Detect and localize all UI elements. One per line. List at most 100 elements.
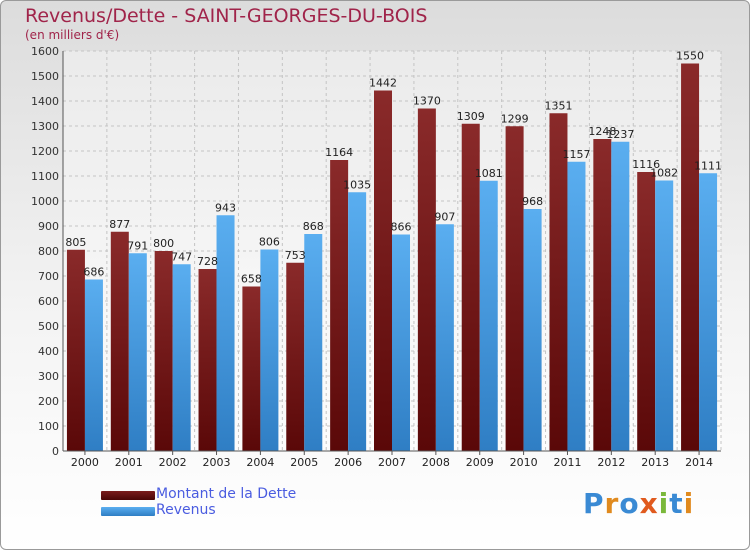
bar-dette bbox=[505, 126, 524, 451]
legend-label-dette: Montant de la Dette bbox=[156, 486, 297, 502]
bar-dette bbox=[242, 286, 261, 451]
bar-revenus bbox=[84, 279, 103, 451]
bar-dette bbox=[110, 231, 129, 451]
y-tick-label: 1500 bbox=[31, 70, 59, 83]
bar-revenus bbox=[392, 234, 410, 451]
y-tick-label: 700 bbox=[38, 270, 59, 283]
y-tick-label: 500 bbox=[38, 320, 59, 333]
logo-letter: i bbox=[683, 487, 695, 520]
data-label: 868 bbox=[303, 220, 324, 233]
bar-dette bbox=[154, 251, 173, 451]
bar-revenus bbox=[611, 141, 630, 451]
bar-dette bbox=[417, 108, 436, 451]
x-tick-label: 2001 bbox=[115, 456, 143, 469]
data-label: 1237 bbox=[606, 128, 634, 141]
bar-revenus bbox=[523, 209, 542, 451]
bar-revenus bbox=[655, 180, 674, 451]
bar-dette bbox=[681, 63, 700, 451]
bar-revenus bbox=[479, 180, 498, 451]
chart-subtitle: (en milliers d'€) bbox=[25, 28, 120, 42]
y-tick-label: 1300 bbox=[31, 120, 59, 133]
data-label: 1442 bbox=[369, 77, 397, 90]
bar-dette bbox=[374, 90, 392, 451]
data-label: 1351 bbox=[544, 99, 572, 112]
data-label: 866 bbox=[391, 221, 412, 234]
data-label: 1309 bbox=[457, 110, 485, 123]
y-tick-label: 400 bbox=[38, 345, 59, 358]
bar-revenus bbox=[567, 161, 586, 451]
x-tick-label: 2008 bbox=[422, 456, 450, 469]
data-label: 753 bbox=[285, 249, 306, 262]
logo-letter: P bbox=[583, 487, 605, 520]
bar-dette bbox=[593, 139, 612, 451]
legend-swatch-dette bbox=[101, 491, 155, 500]
data-label: 1299 bbox=[501, 112, 529, 125]
data-label: 805 bbox=[65, 236, 86, 249]
y-tick-label: 900 bbox=[38, 220, 59, 233]
bar-revenus bbox=[172, 264, 191, 451]
data-label: 1081 bbox=[475, 167, 503, 180]
x-tick-label: 2012 bbox=[597, 456, 625, 469]
bar-dette bbox=[66, 249, 85, 451]
x-tick-label: 2006 bbox=[334, 456, 362, 469]
x-tick-label: 2011 bbox=[553, 456, 581, 469]
chart-title: Revenus/Dette - SAINT-GEORGES-DU-BOIS bbox=[25, 5, 428, 27]
y-tick-label: 300 bbox=[38, 370, 59, 383]
y-tick-label: 1000 bbox=[31, 195, 59, 208]
x-tick-label: 2003 bbox=[203, 456, 231, 469]
legend-label-revenus: Revenus bbox=[156, 502, 216, 518]
x-tick-label: 2000 bbox=[71, 456, 99, 469]
bar-dette bbox=[330, 160, 349, 451]
logo-letter: r bbox=[604, 487, 620, 520]
data-label: 943 bbox=[215, 201, 236, 214]
y-tick-label: 0 bbox=[52, 445, 59, 458]
data-label: 1164 bbox=[325, 146, 353, 159]
data-label: 907 bbox=[434, 210, 455, 223]
bar-dette bbox=[637, 172, 656, 451]
data-label: 800 bbox=[153, 237, 174, 250]
x-tick-label: 2007 bbox=[378, 456, 406, 469]
data-label: 1035 bbox=[343, 178, 371, 191]
logo-letter: i bbox=[658, 487, 670, 520]
data-label: 728 bbox=[197, 255, 218, 268]
data-label: 686 bbox=[83, 266, 104, 279]
data-label: 1157 bbox=[562, 148, 590, 161]
proxiti-logo: Proxiti bbox=[583, 487, 694, 520]
y-tick-label: 600 bbox=[38, 295, 59, 308]
bar-revenus bbox=[699, 173, 718, 451]
x-tick-label: 2009 bbox=[466, 456, 494, 469]
legend-swatch-revenus bbox=[101, 507, 155, 516]
logo-letter: x bbox=[639, 487, 659, 520]
y-tick-label: 200 bbox=[38, 395, 59, 408]
y-tick-label: 100 bbox=[38, 420, 59, 433]
data-label: 1111 bbox=[694, 159, 722, 172]
x-tick-label: 2005 bbox=[290, 456, 318, 469]
data-label: 1116 bbox=[632, 158, 660, 171]
bar-dette bbox=[461, 123, 480, 451]
data-label: 877 bbox=[109, 218, 130, 231]
bar-revenus bbox=[348, 192, 367, 451]
bar-dette bbox=[286, 262, 305, 451]
logo-letter: t bbox=[669, 487, 684, 520]
bar-revenus bbox=[435, 224, 454, 451]
y-tick-label: 1200 bbox=[31, 145, 59, 158]
logo-letter: o bbox=[619, 487, 640, 520]
data-label: 806 bbox=[259, 236, 280, 249]
bar-revenus bbox=[260, 249, 279, 451]
bar-revenus bbox=[128, 253, 147, 451]
data-label: 747 bbox=[171, 250, 192, 263]
bar-revenus bbox=[304, 234, 323, 451]
data-label: 1370 bbox=[413, 95, 441, 108]
data-label: 1550 bbox=[676, 50, 704, 63]
y-tick-label: 1100 bbox=[31, 170, 59, 183]
x-tick-label: 2002 bbox=[159, 456, 187, 469]
data-label: 1248 bbox=[588, 125, 616, 138]
x-tick-label: 2013 bbox=[641, 456, 669, 469]
data-label: 791 bbox=[127, 239, 148, 252]
y-tick-label: 1600 bbox=[31, 45, 59, 58]
bar-revenus bbox=[216, 215, 235, 451]
y-tick-label: 800 bbox=[38, 245, 59, 258]
x-tick-label: 2010 bbox=[510, 456, 538, 469]
y-tick-label: 1400 bbox=[31, 95, 59, 108]
